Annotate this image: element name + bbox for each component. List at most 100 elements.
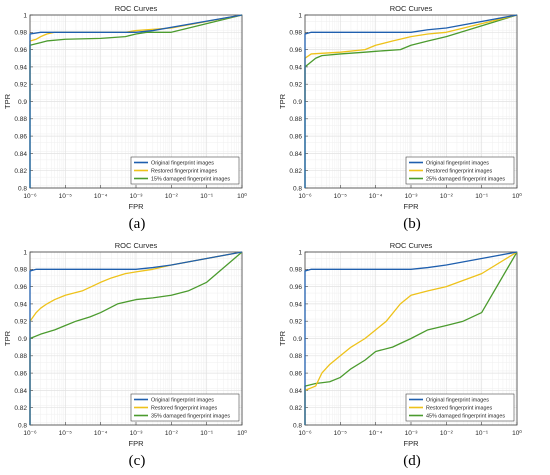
roc-line-original-a: [29, 14, 243, 188]
y-tick-label: 0.84: [289, 151, 302, 158]
roc-line-damaged-b: [304, 14, 518, 188]
roc-chart-d: 10⁻⁶ 10⁻⁵ 10⁻⁴ 10⁻³ 10⁻² 10⁻¹ 10⁰ 0.8 0.82 0.84 0.…: [278, 241, 522, 448]
x-tick-label: 10⁻¹: [475, 193, 489, 200]
x-axis-label: FPR: [129, 202, 145, 211]
y-tick-label: 0.9: [293, 336, 302, 343]
y-axis-label: TPR: [278, 330, 287, 346]
roc-line-damaged-c: [29, 251, 243, 425]
x-tick-label: 10⁻²: [165, 193, 179, 200]
x-tick-label: 10⁻⁴: [369, 430, 383, 437]
legend-label-restored: Restored fingerprint images: [426, 169, 493, 175]
roc-line-original-b: [304, 14, 518, 188]
x-tick-label: 10⁻³: [130, 193, 144, 200]
y-tick-label: 0.98: [289, 267, 302, 274]
chart-title: ROC Curves: [115, 241, 158, 250]
y-tick-label: 0.82: [289, 168, 302, 175]
y-tick-label: 0.92: [289, 319, 302, 326]
roc-chart-a: 10⁻⁶ 10⁻⁵ 10⁻⁴ 10⁻³ 10⁻² 10⁻¹ 10⁰ 0.8 0.82 0.84 0.…: [3, 4, 247, 211]
y-tick-label: 0.9: [18, 99, 27, 106]
legend-label-restored: Restored fingerprint images: [426, 406, 493, 412]
y-tick-label: 0.94: [289, 301, 302, 308]
y-tick-label: 1: [23, 12, 27, 19]
y-tick-label: 0.92: [14, 319, 27, 326]
y-tick-label: 1: [298, 12, 302, 19]
y-tick-label: 0.8: [293, 422, 302, 429]
roc-panel-b: 10⁻⁶ 10⁻⁵ 10⁻⁴ 10⁻³ 10⁻² 10⁻¹ 10⁰ 0.8 0.82 0.84 0.…: [275, 0, 550, 237]
y-tick-label: 0.98: [289, 30, 302, 37]
x-tick-label: 10⁻⁵: [334, 193, 348, 200]
y-tick-label: 1: [298, 249, 302, 256]
legend-box: [405, 393, 515, 422]
x-axis-label: FPR: [404, 439, 420, 448]
legend-label-damaged: 45% damaged fingerprint images: [426, 414, 505, 420]
x-tick-label: 10⁻¹: [475, 430, 489, 437]
roc-line-restored-a: [29, 14, 243, 102]
y-tick-label: 0.86: [14, 371, 27, 378]
y-tick-label: 0.96: [14, 284, 27, 291]
roc-line-original-c: [29, 251, 243, 425]
y-tick-label: 0.88: [14, 353, 27, 360]
legend-box: [405, 156, 515, 185]
y-tick-label: 0.98: [14, 267, 27, 274]
y-tick-label: 0.94: [14, 64, 27, 71]
y-tick-label: 0.8: [18, 185, 27, 192]
roc-panel-d: 10⁻⁶ 10⁻⁵ 10⁻⁴ 10⁻³ 10⁻² 10⁻¹ 10⁰ 0.8 0.82 0.84 0.…: [275, 237, 550, 474]
roc-line-restored-b: [304, 14, 518, 102]
roc-panel-a: 10⁻⁶ 10⁻⁵ 10⁻⁴ 10⁻³ 10⁻² 10⁻¹ 10⁰ 0.8 0.82 0.84 0.…: [0, 0, 275, 237]
legend-box: [130, 156, 240, 185]
x-tick-label: 10⁰: [512, 429, 522, 437]
x-tick-label: 10⁻²: [440, 193, 454, 200]
y-tick-label: 0.86: [289, 371, 302, 378]
x-tick-label: 10⁻³: [130, 430, 144, 437]
x-tick-label: 10⁻²: [440, 430, 454, 437]
x-tick-label: 10⁻⁵: [59, 193, 73, 200]
x-axis-label: FPR: [129, 439, 145, 448]
legend-box: [130, 393, 240, 422]
y-axis-label: TPR: [3, 330, 12, 346]
legend-c: Original fingerprint images Restored fing…: [130, 393, 240, 422]
chart-title: ROC Curves: [115, 4, 158, 13]
y-tick-label: 0.9: [293, 99, 302, 106]
y-axis-label: TPR: [278, 93, 287, 109]
x-tick-label: 10⁻¹: [200, 193, 214, 200]
y-tick-label: 0.92: [14, 82, 27, 89]
roc-line-damaged-a: [29, 14, 243, 188]
grid-lines: [29, 251, 243, 426]
x-tick-label: 10⁻³: [405, 430, 419, 437]
roc-line-restored-c: [29, 251, 243, 425]
y-tick-label: 0.84: [14, 388, 27, 395]
legend-label-damaged: 15% damaged fingerprint images: [151, 177, 230, 183]
x-tick-label: 10⁰: [237, 192, 247, 200]
y-tick-label: 0.96: [289, 47, 302, 54]
legend-b: Original fingerprint images Restored fing…: [405, 156, 515, 185]
y-tick-label: 0.84: [14, 151, 27, 158]
legend-d: Original fingerprint images Restored fing…: [405, 393, 515, 422]
x-tick-label: 10⁻⁶: [23, 430, 37, 437]
y-tick-label: 1: [23, 249, 27, 256]
legend-label-original: Original fingerprint images: [151, 161, 214, 167]
roc-line-restored-d: [304, 251, 518, 425]
roc-line-damaged-d: [304, 251, 518, 425]
roc-panel-c: 10⁻⁶ 10⁻⁵ 10⁻⁴ 10⁻³ 10⁻² 10⁻¹ 10⁰ 0.8 0.82 0.84 0.…: [0, 237, 275, 474]
x-tick-label: 10⁻⁵: [334, 430, 348, 437]
x-tick-label: 10⁻⁶: [23, 193, 37, 200]
roc-line-original-d: [304, 251, 518, 425]
caption-d: (d): [403, 453, 421, 469]
y-tick-label: 0.8: [18, 422, 27, 429]
y-tick-label: 0.98: [14, 30, 27, 37]
legend-label-damaged: 35% damaged fingerprint images: [151, 414, 230, 420]
y-tick-label: 0.94: [14, 301, 27, 308]
chart-title: ROC Curves: [390, 241, 433, 250]
caption-b: (b): [403, 216, 421, 232]
y-tick-label: 0.82: [14, 168, 27, 175]
x-tick-label: 10⁻⁴: [94, 193, 108, 200]
legend-label-original: Original fingerprint images: [151, 398, 214, 404]
x-tick-label: 10⁻³: [405, 193, 419, 200]
x-tick-label: 10⁻⁶: [298, 430, 312, 437]
x-tick-label: 10⁻¹: [200, 430, 214, 437]
y-tick-label: 0.86: [289, 134, 302, 141]
y-tick-label: 0.9: [18, 336, 27, 343]
legend-label-damaged: 25% damaged fingerprint images: [426, 177, 505, 183]
x-tick-label: 10⁻²: [165, 430, 179, 437]
